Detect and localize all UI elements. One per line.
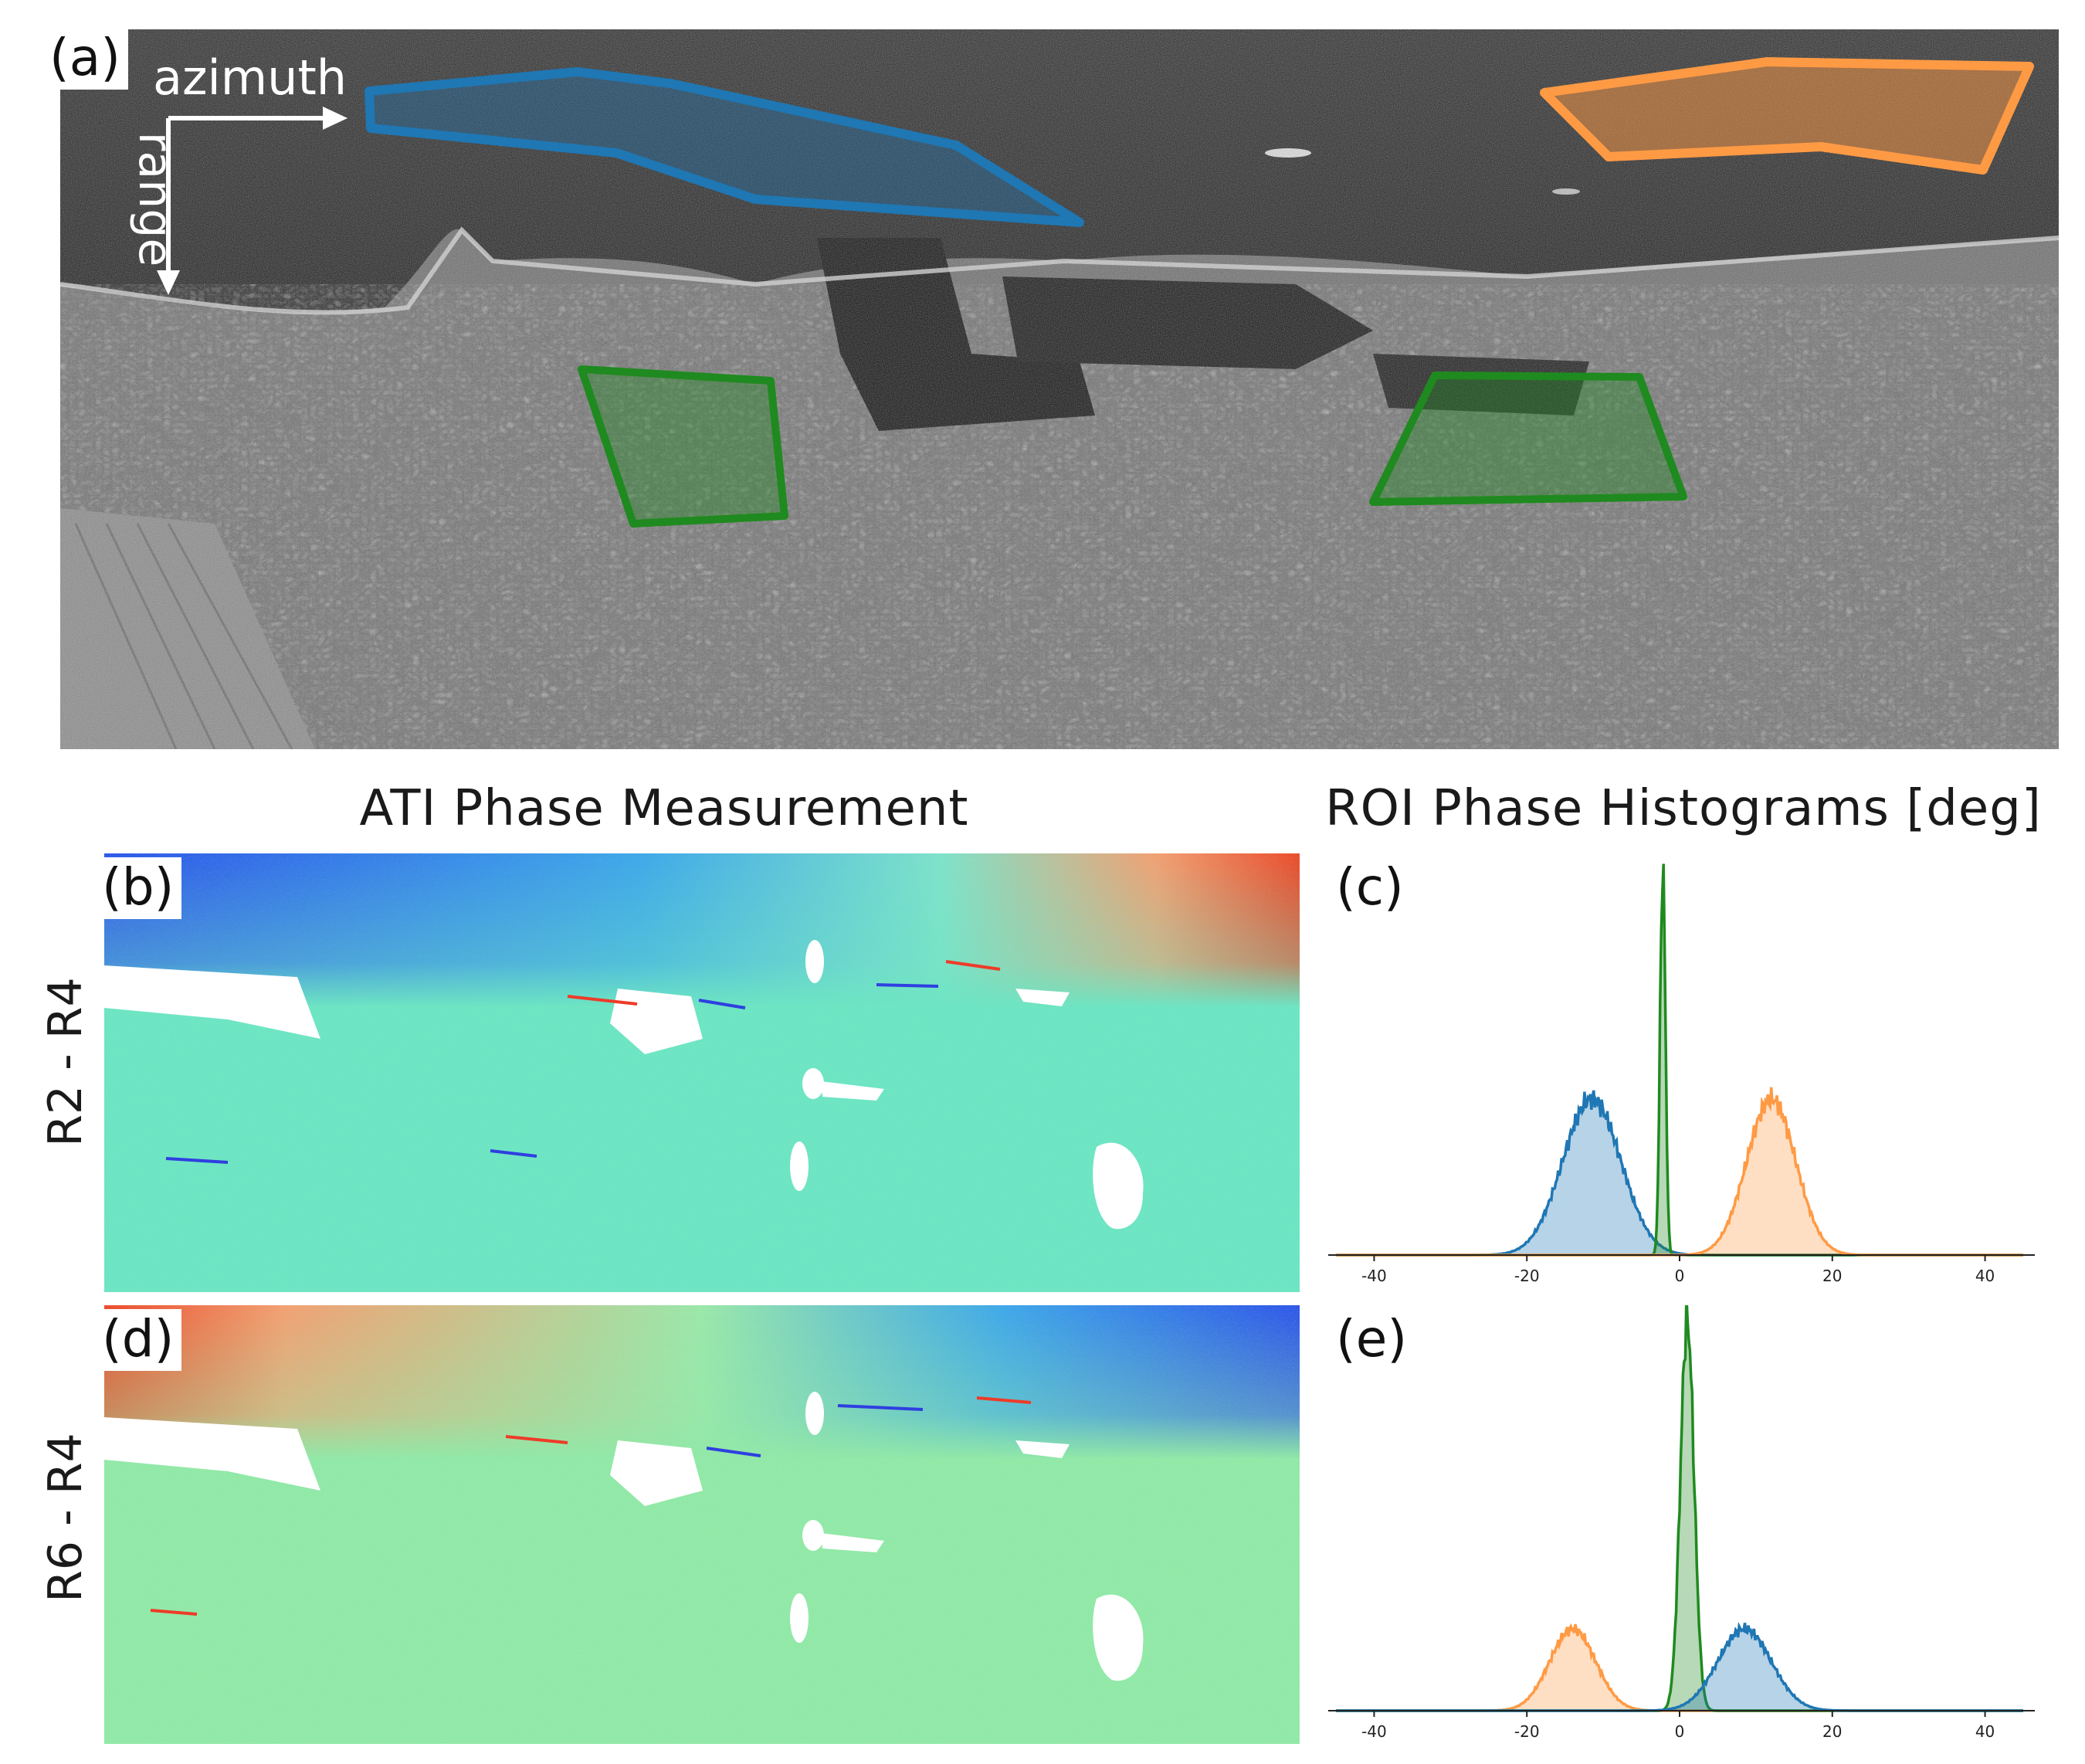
ati-phase-map-r2-r4: [104, 853, 1300, 1292]
histogram-c-series-0-fill: [1336, 1090, 2023, 1255]
histogram-c: -40 -20 0 20 40: [1313, 850, 2039, 1305]
histogram-e-series-1-fill: [1336, 1296, 2023, 1711]
panel-label-d: (d): [96, 1309, 182, 1371]
x-tick-label: 40: [1975, 1267, 1995, 1285]
panel-label-a: (a): [43, 28, 128, 90]
sar-image-panel: azimuth range: [59, 29, 2060, 750]
histogram-c-svg: -40 -20 0 20 40: [1328, 863, 2035, 1285]
x-tick-label: 0: [1675, 1267, 1685, 1285]
roi-green-polygon-right: [1369, 371, 1687, 506]
histogram-c-series-0-line: [1336, 1090, 2023, 1257]
x-tick-label: -20: [1514, 1267, 1540, 1285]
row-label-r6-r4: R6 - R4: [39, 1433, 93, 1603]
panel-label-b: (b): [96, 857, 182, 919]
range-label: range: [128, 131, 182, 267]
ati-section-title: ATI Phase Measurement: [359, 780, 969, 837]
histogram-e-svg: -40 -20 0 20 40: [1328, 1296, 2035, 1741]
roi-orange-polygon: [1540, 57, 2034, 175]
azimuth-label: azimuth: [153, 49, 348, 106]
x-tick-label: 20: [1822, 1722, 1842, 1741]
x-tick-label: 0: [1675, 1722, 1685, 1741]
histogram-c-series-2-line: [1336, 1087, 2023, 1257]
roi-blue-polygon: [364, 67, 1084, 227]
panel-label-e: (e): [1330, 1309, 1415, 1371]
roi-green-polygon-left: [578, 365, 788, 528]
row-label-r2-r4: R2 - R4: [39, 977, 93, 1147]
x-tick-label: -40: [1361, 1722, 1387, 1741]
x-tick-label: -20: [1514, 1722, 1540, 1741]
ati-phase-map-r6-r4: [104, 1305, 1300, 1744]
direction-arrows: [157, 107, 348, 295]
histogram-c-series-2-fill: [1336, 1087, 2023, 1255]
ati-map-d: [104, 1305, 1300, 1744]
x-tick-label: 20: [1822, 1267, 1842, 1285]
x-tick-label: -40: [1361, 1267, 1387, 1285]
x-tick-label: 40: [1975, 1722, 1995, 1741]
histogram-e: -40 -20 0 20 40: [1313, 1296, 2039, 1761]
ati-map-b: [104, 853, 1300, 1292]
histogram-c-series-1-line: [1336, 863, 2023, 1257]
sar-image: [59, 29, 2060, 750]
panel-label-c: (c): [1330, 857, 1412, 919]
histogram-section-title: ROI Phase Histograms [deg]: [1325, 780, 2042, 837]
histogram-c-series-1-fill: [1336, 863, 2023, 1255]
